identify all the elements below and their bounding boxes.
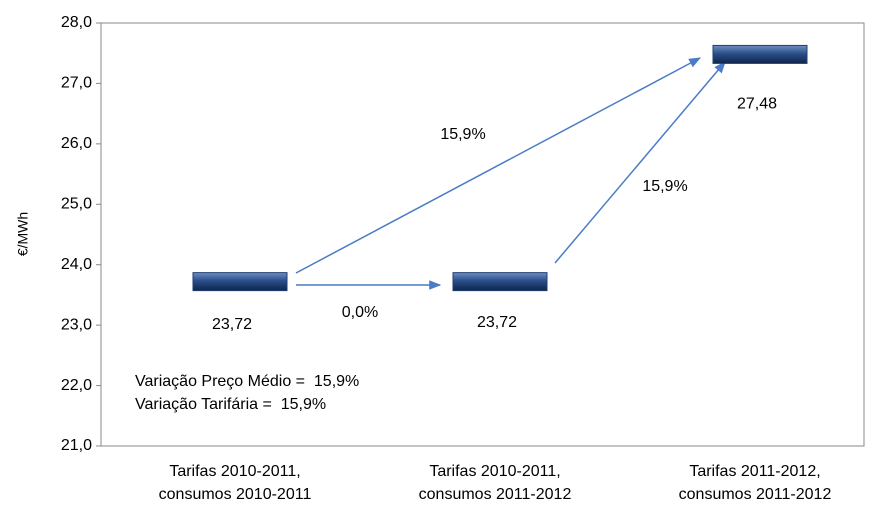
value-label: 27,48	[737, 96, 777, 113]
annotation: Variação Tarifária = 15,9%	[135, 396, 326, 413]
x-tick-label: Tarifas 2011-2012, consumos 2011-2012	[678, 463, 832, 503]
marker	[712, 44, 808, 64]
arrow	[295, 57, 702, 274]
marker	[452, 272, 548, 292]
value-label: 23,72	[212, 316, 252, 333]
plot-area	[100, 22, 865, 447]
y-tick-label: 23,0	[61, 316, 92, 333]
marker	[192, 272, 288, 292]
x-tick-label: Tarifas 2010-2011, consumos 2010-2011	[158, 463, 312, 503]
y-tick-label: 24,0	[61, 256, 92, 273]
y-axis-label: €/MWh	[15, 212, 31, 256]
annotation: 0,0%	[342, 304, 378, 321]
arrow	[554, 61, 726, 264]
arrows	[295, 57, 726, 290]
y-tick-label: 28,0	[61, 14, 92, 31]
y-tick-label: 21,0	[61, 437, 92, 454]
annotation: Variação Preço Médio = 15,9%	[135, 373, 359, 390]
x-tick-label: Tarifas 2010-2011, consumos 2011-2012	[418, 463, 572, 503]
y-tick-label: 22,0	[61, 377, 92, 394]
y-tick-label: 25,0	[61, 196, 92, 213]
value-label: 23,72	[477, 314, 517, 331]
y-tick-label: 27,0	[61, 75, 92, 92]
y-tick-label: 26,0	[61, 135, 92, 152]
annotation: 15,9%	[440, 126, 485, 143]
annotation: 15,9%	[642, 178, 687, 195]
